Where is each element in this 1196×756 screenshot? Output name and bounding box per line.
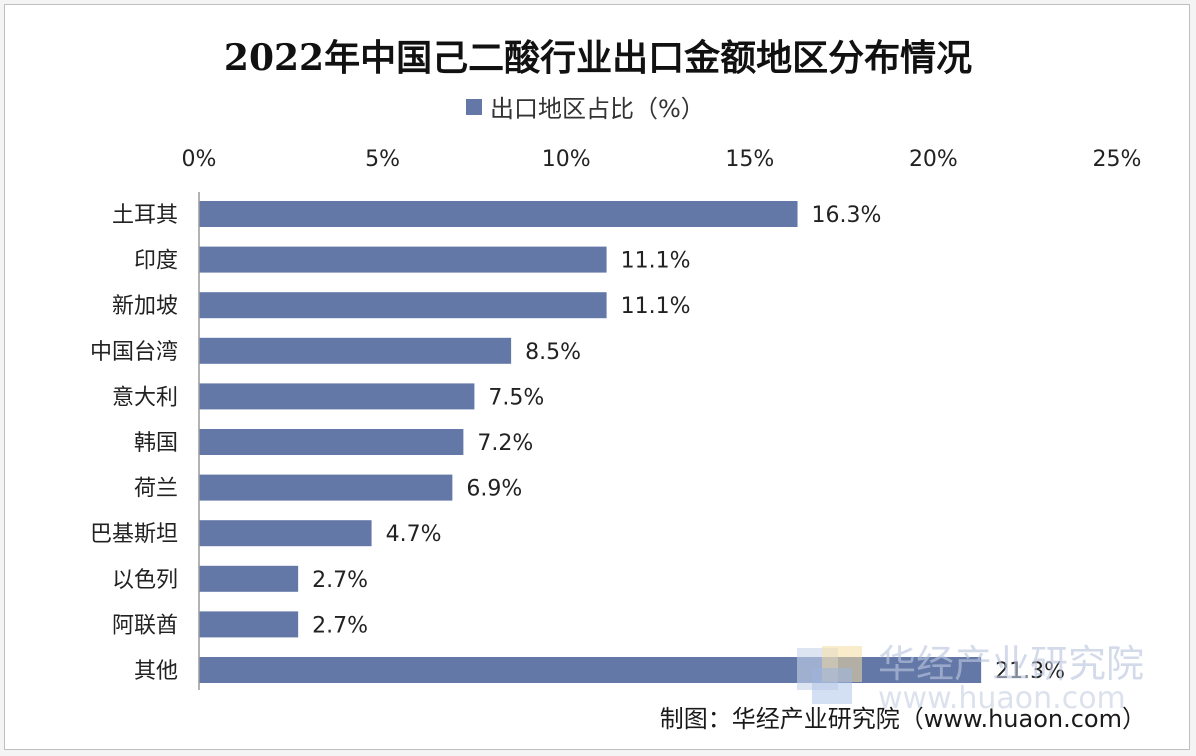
watermark: 华经产业研究院 www.huaon.com bbox=[797, 642, 1144, 716]
bar bbox=[199, 565, 299, 592]
bar bbox=[199, 201, 798, 227]
bar bbox=[199, 520, 372, 547]
bar bbox=[199, 292, 607, 319]
x-tick-label: 10% bbox=[542, 147, 591, 172]
bar bbox=[199, 337, 512, 364]
bar bbox=[199, 657, 982, 683]
huajing-logo-icon bbox=[797, 646, 862, 704]
data-label: 16.3% bbox=[812, 203, 882, 228]
bar bbox=[199, 246, 607, 273]
category-label: 其他 bbox=[134, 659, 178, 684]
x-tick-label: 0% bbox=[182, 147, 217, 172]
data-label: 4.7% bbox=[386, 522, 442, 547]
category-label: 土耳其 bbox=[112, 203, 178, 228]
category-label: 荷兰 bbox=[134, 477, 178, 502]
category-label: 巴基斯坦 bbox=[90, 522, 178, 547]
x-tick-label: 20% bbox=[909, 147, 958, 172]
data-label: 2.7% bbox=[312, 568, 368, 593]
chart-title: 2022年中国己二酸行业出口金额地区分布情况 bbox=[224, 37, 972, 79]
legend: 出口地区占比（%） bbox=[466, 95, 705, 123]
data-label: 7.2% bbox=[477, 431, 533, 456]
legend-label: 出口地区占比（%） bbox=[490, 95, 705, 123]
data-label: 11.1% bbox=[621, 249, 691, 274]
bar bbox=[199, 474, 453, 501]
watermark-text: 华经产业研究院 bbox=[878, 642, 1144, 686]
legend-swatch bbox=[466, 99, 482, 115]
data-label: 11.1% bbox=[621, 294, 691, 319]
data-label: 2.7% bbox=[312, 613, 368, 638]
watermark-url: www.huaon.com bbox=[878, 681, 1126, 716]
data-label: 7.5% bbox=[488, 385, 544, 410]
data-label: 6.9% bbox=[466, 477, 522, 502]
x-tick-label: 25% bbox=[1093, 147, 1142, 172]
category-label: 中国台湾 bbox=[90, 340, 178, 365]
category-label: 意大利 bbox=[112, 385, 178, 410]
category-label: 阿联酋 bbox=[112, 613, 178, 638]
data-label: 21.3% bbox=[995, 659, 1065, 684]
bars bbox=[199, 201, 982, 683]
data-label: 8.5% bbox=[525, 340, 581, 365]
source-credit: 制图：华经产业研究院（www.huaon.com） bbox=[660, 705, 1146, 733]
data-labels: 16.3% 11.1% 11.1% 8.5% 7.5% 7.2% 6.9% 4.7% 2.7% 2… bbox=[312, 203, 1065, 684]
category-label: 以色列 bbox=[112, 568, 178, 593]
bar bbox=[199, 429, 464, 455]
x-tick-label: 5% bbox=[365, 147, 400, 172]
bar bbox=[199, 611, 299, 638]
x-axis-ticks: 0% 5% 10% 15% 20% 25% bbox=[182, 147, 1142, 172]
category-label: 韩国 bbox=[134, 431, 178, 456]
category-label: 印度 bbox=[134, 249, 178, 274]
bar bbox=[199, 383, 475, 410]
x-tick-label: 15% bbox=[725, 147, 774, 172]
category-label: 新加坡 bbox=[112, 294, 178, 319]
